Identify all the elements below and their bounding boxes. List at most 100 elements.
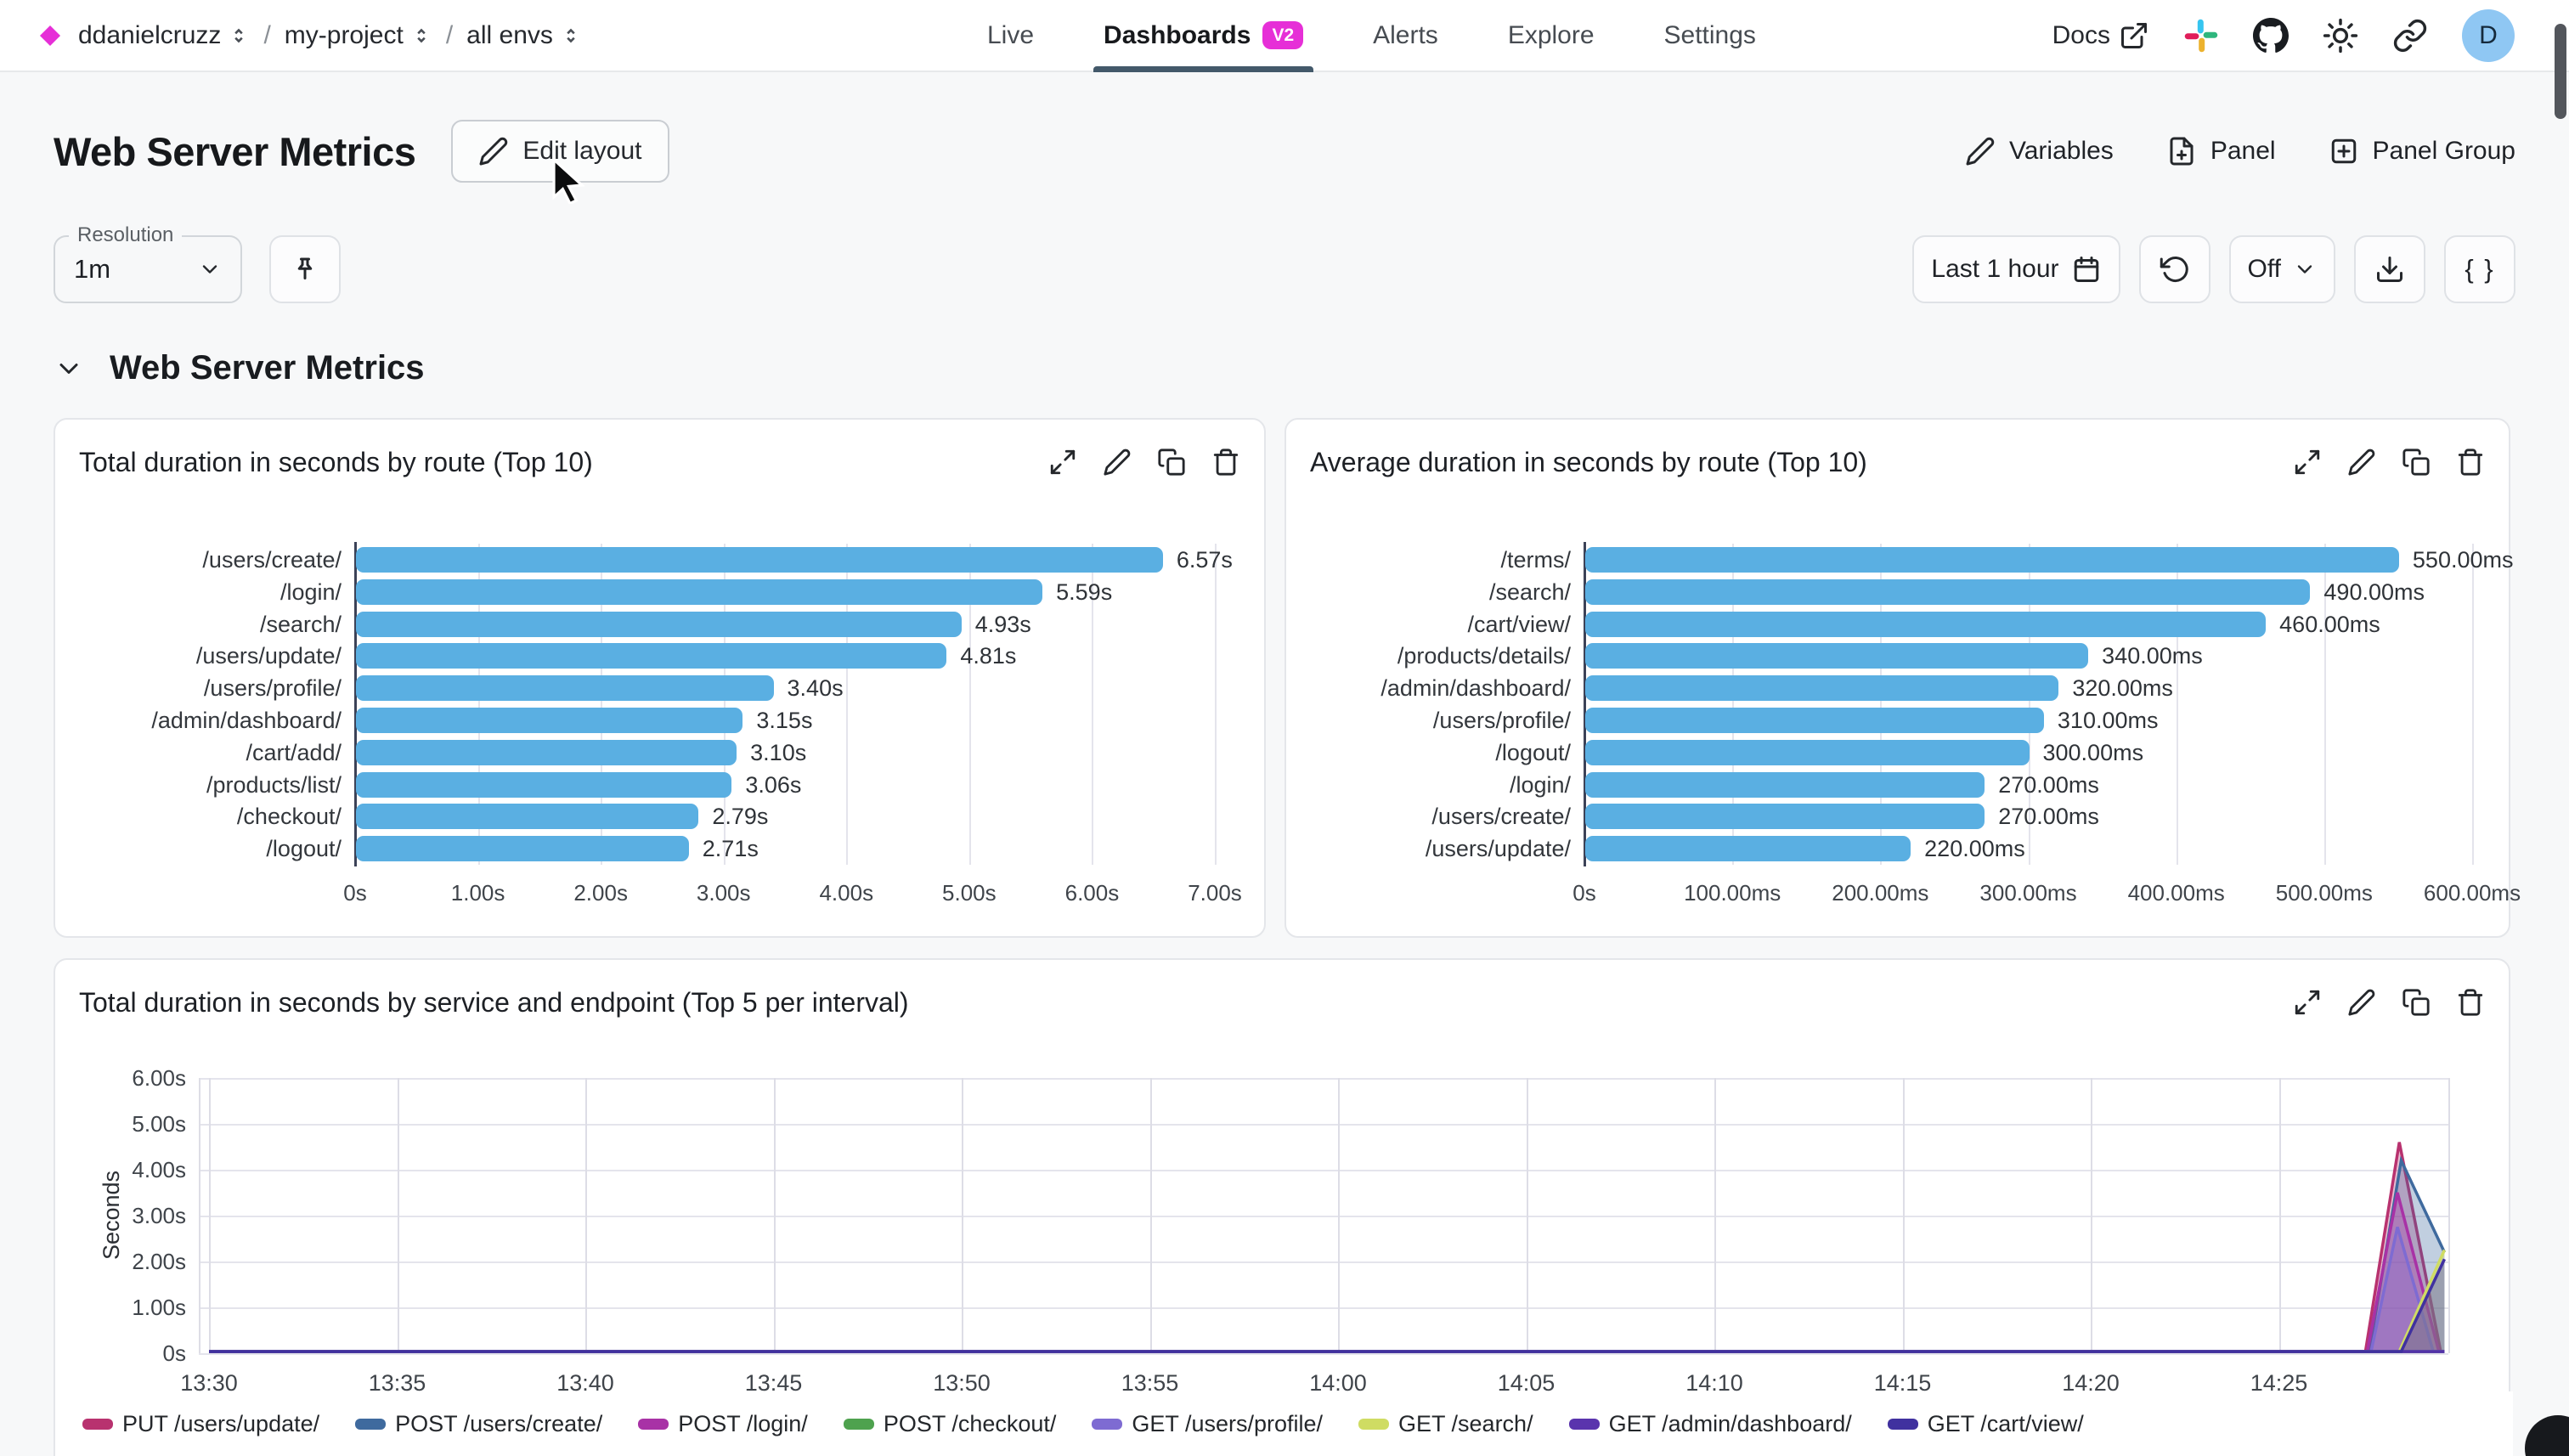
bar bbox=[356, 578, 1043, 605]
x-gridline bbox=[397, 1078, 399, 1353]
tab-explore[interactable]: Explore bbox=[1498, 0, 1605, 71]
y-axis-line bbox=[354, 542, 357, 866]
slack-icon[interactable] bbox=[2183, 18, 2219, 54]
collapse-chevron-icon[interactable] bbox=[54, 353, 84, 384]
duplicate-panel-icon[interactable] bbox=[1157, 448, 1186, 477]
pin-resolution-button[interactable] bbox=[269, 235, 341, 303]
category-label: /products/list/ bbox=[206, 771, 342, 798]
legend-item[interactable]: GET /users/profile/ bbox=[1092, 1411, 1323, 1437]
add-panel-button[interactable]: Panel bbox=[2166, 136, 2276, 166]
breadcrumb-org[interactable]: ddanielcruzz bbox=[78, 21, 250, 50]
edit-panel-icon[interactable] bbox=[2347, 448, 2376, 477]
y-axis-line bbox=[1584, 542, 1586, 866]
legend-item[interactable]: GET /admin/dashboard/ bbox=[1568, 1411, 1852, 1437]
expand-icon[interactable] bbox=[1048, 448, 1077, 477]
x-gridline bbox=[2472, 544, 2474, 865]
download-button[interactable] bbox=[2354, 235, 2425, 303]
bar bbox=[1585, 611, 2267, 637]
chat-widget-button[interactable] bbox=[2525, 1415, 2569, 1456]
theme-sun-icon[interactable] bbox=[2323, 18, 2358, 54]
refresh-button[interactable] bbox=[2138, 235, 2210, 303]
dashboard-toolbar: Resolution 1m Last 1 hour Off bbox=[54, 223, 2515, 303]
resolution-select[interactable]: Resolution 1m bbox=[54, 223, 242, 303]
x-gridline bbox=[962, 1078, 963, 1353]
add-panel-group-button[interactable]: Panel Group bbox=[2329, 136, 2515, 166]
tab-live[interactable]: Live bbox=[977, 0, 1044, 71]
bar-value-label: 320.00ms bbox=[2072, 675, 2173, 702]
bar-chart-average-duration[interactable]: 0s 100.00ms 200.00ms 300.00ms 400.00ms 500.00… bbox=[1310, 542, 2521, 917]
chevron-down-icon bbox=[202, 265, 217, 274]
category-label: /users/update/ bbox=[1425, 836, 1571, 862]
legend-item[interactable]: POST /checkout/ bbox=[843, 1411, 1056, 1437]
series-area bbox=[209, 1227, 2445, 1353]
tab-settings[interactable]: Settings bbox=[1654, 0, 1766, 71]
category-label: /login/ bbox=[279, 578, 342, 605]
legend-item[interactable]: POST /users/create/ bbox=[355, 1411, 602, 1437]
tab-alerts[interactable]: Alerts bbox=[1363, 0, 1448, 71]
edit-panel-icon[interactable] bbox=[1103, 448, 1132, 477]
page-scrollbar-thumb[interactable] bbox=[2555, 24, 2566, 119]
bar-chart-total-duration[interactable]: 0s 1.00s 2.00s 3.00s 4.00s 5.00s 6.00s 7.00s/us… bbox=[79, 542, 1242, 917]
tab-explore-label: Explore bbox=[1507, 20, 1595, 49]
tab-dashboards[interactable]: Dashboards V2 bbox=[1093, 0, 1314, 72]
y-gridline bbox=[199, 1124, 2448, 1126]
time-range-button[interactable]: Last 1 hour bbox=[1912, 235, 2120, 303]
x-tick-label: 0s bbox=[1572, 880, 1596, 906]
edit-panel-icon[interactable] bbox=[2347, 988, 2376, 1017]
x-tick-label: 13:45 bbox=[744, 1370, 803, 1396]
x-tick-label: 13:40 bbox=[556, 1370, 614, 1396]
legend-item[interactable]: PUT /users/update/ bbox=[82, 1411, 319, 1437]
bar-value-label: 490.00ms bbox=[2323, 578, 2425, 605]
category-label: /search/ bbox=[259, 611, 342, 637]
bar bbox=[356, 804, 699, 830]
duplicate-panel-icon[interactable] bbox=[2402, 988, 2431, 1017]
breadcrumb-separator: / bbox=[445, 20, 454, 49]
delete-panel-icon[interactable] bbox=[2456, 988, 2485, 1017]
share-link-icon[interactable] bbox=[2392, 18, 2428, 54]
expand-icon[interactable] bbox=[2293, 448, 2322, 477]
series-area bbox=[209, 1160, 2445, 1353]
bar-value-label: 6.57s bbox=[1176, 547, 1233, 573]
legend-item[interactable]: POST /login/ bbox=[638, 1411, 808, 1437]
breadcrumb-project[interactable]: my-project bbox=[285, 21, 432, 50]
panel-title: Average duration in seconds by route (To… bbox=[1310, 446, 1867, 477]
x-tick-label: 14:15 bbox=[1873, 1370, 1932, 1396]
x-tick-label: 14:05 bbox=[1497, 1370, 1556, 1396]
bar-value-label: 300.00ms bbox=[2042, 739, 2144, 765]
x-gridline bbox=[2091, 1078, 2092, 1353]
bar bbox=[1585, 643, 2089, 669]
auto-refresh-select[interactable]: Off bbox=[2228, 235, 2335, 303]
panels-row-2: Total duration in seconds by service and… bbox=[54, 958, 2515, 1456]
github-icon[interactable] bbox=[2253, 17, 2289, 54]
panel-group-header: Web Server Metrics bbox=[0, 349, 2569, 387]
category-label: /products/details/ bbox=[1397, 643, 1571, 669]
series-line bbox=[209, 1258, 2447, 1353]
variables-button[interactable]: Variables bbox=[1965, 136, 2114, 166]
bar bbox=[356, 675, 774, 702]
delete-panel-icon[interactable] bbox=[1211, 448, 1240, 477]
pin-icon bbox=[297, 257, 313, 279]
legend-item[interactable]: GET /search/ bbox=[1358, 1411, 1533, 1437]
series-line bbox=[209, 1249, 2447, 1353]
bar-value-label: 460.00ms bbox=[2279, 611, 2380, 637]
category-label: /checkout/ bbox=[236, 804, 342, 830]
legend-item[interactable]: GET /cart/view/ bbox=[1887, 1411, 2084, 1437]
braces-label: { } bbox=[2465, 254, 2495, 284]
breadcrumb-env[interactable]: all envs bbox=[466, 21, 582, 50]
area-chart-duration-by-endpoint[interactable]: Seconds 6.00s 5.00s 4.00s 3.00s 2.00s 1.00s 0s 1… bbox=[79, 1031, 2485, 1456]
category-label: /users/create/ bbox=[1431, 804, 1571, 830]
expand-icon[interactable] bbox=[2293, 988, 2322, 1017]
bar-value-label: 220.00ms bbox=[1924, 836, 2025, 862]
delete-panel-icon[interactable] bbox=[2456, 448, 2485, 477]
duplicate-panel-icon[interactable] bbox=[2402, 448, 2431, 477]
user-avatar[interactable]: D bbox=[2462, 8, 2515, 62]
x-tick-label: 14:10 bbox=[1685, 1370, 1743, 1396]
json-view-button[interactable]: { } bbox=[2444, 235, 2515, 303]
add-panel-label: Panel bbox=[2210, 137, 2276, 165]
category-label: /cart/add/ bbox=[246, 739, 342, 765]
series-area bbox=[209, 1250, 2445, 1353]
category-label: /logout/ bbox=[1495, 739, 1571, 765]
bar-value-label: 4.93s bbox=[974, 611, 1031, 637]
tab-alerts-label: Alerts bbox=[1373, 20, 1438, 49]
docs-link[interactable]: Docs bbox=[2052, 20, 2149, 51]
